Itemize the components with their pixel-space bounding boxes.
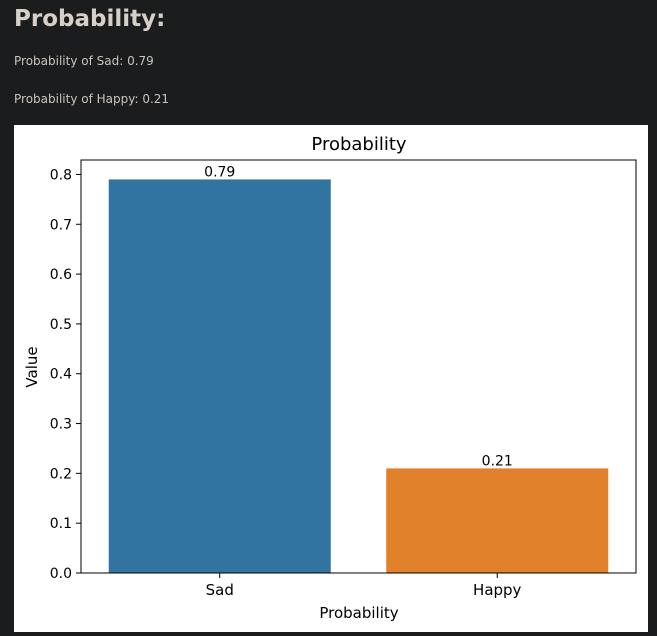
y-tick-label: 0.8 <box>50 167 72 183</box>
y-tick-label: 0.6 <box>50 267 72 283</box>
bar-happy <box>386 468 609 573</box>
y-tick-label: 0.3 <box>50 417 72 433</box>
y-axis-label: Value <box>23 346 41 387</box>
bar-chart: Probability Value Probability 0.0 0.1 0.2 0… <box>23 134 637 622</box>
chart-title: Probability <box>311 134 406 155</box>
y-tick-label: 0.5 <box>50 317 72 333</box>
bar-value-label: 0.79 <box>204 164 235 180</box>
y-tick-label: 0.2 <box>50 466 72 482</box>
y-tick-label: 0.7 <box>50 217 72 233</box>
probability-happy-text: Probability of Happy: 0.21 <box>14 92 170 106</box>
bar-value-label: 0.21 <box>482 453 513 469</box>
y-tick-label: 0.1 <box>50 516 72 532</box>
chart-canvas: Probability Value Probability 0.0 0.1 0.2 0… <box>14 125 648 632</box>
x-tick-label: Happy <box>473 581 522 599</box>
y-tick-label: 0.4 <box>50 367 72 383</box>
probability-sad-text: Probability of Sad: 0.79 <box>14 54 154 68</box>
bar-sad <box>108 179 331 573</box>
x-tick-label: Sad <box>206 581 234 599</box>
y-tick-label: 0.0 <box>50 566 72 582</box>
x-axis-label: Probability <box>319 604 398 622</box>
plot-frame <box>80 159 637 574</box>
page-title: Probability: <box>14 6 166 32</box>
